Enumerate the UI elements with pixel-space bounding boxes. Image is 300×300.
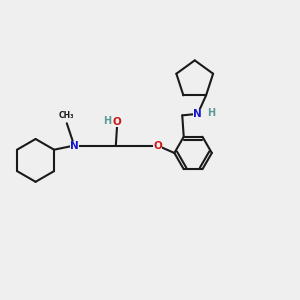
Text: H: H: [103, 116, 111, 126]
Text: H: H: [207, 108, 215, 118]
Text: CH₃: CH₃: [59, 111, 74, 120]
Text: N: N: [70, 140, 79, 151]
Text: O: O: [153, 140, 162, 151]
Text: N: N: [193, 109, 202, 119]
Text: O: O: [113, 117, 122, 128]
